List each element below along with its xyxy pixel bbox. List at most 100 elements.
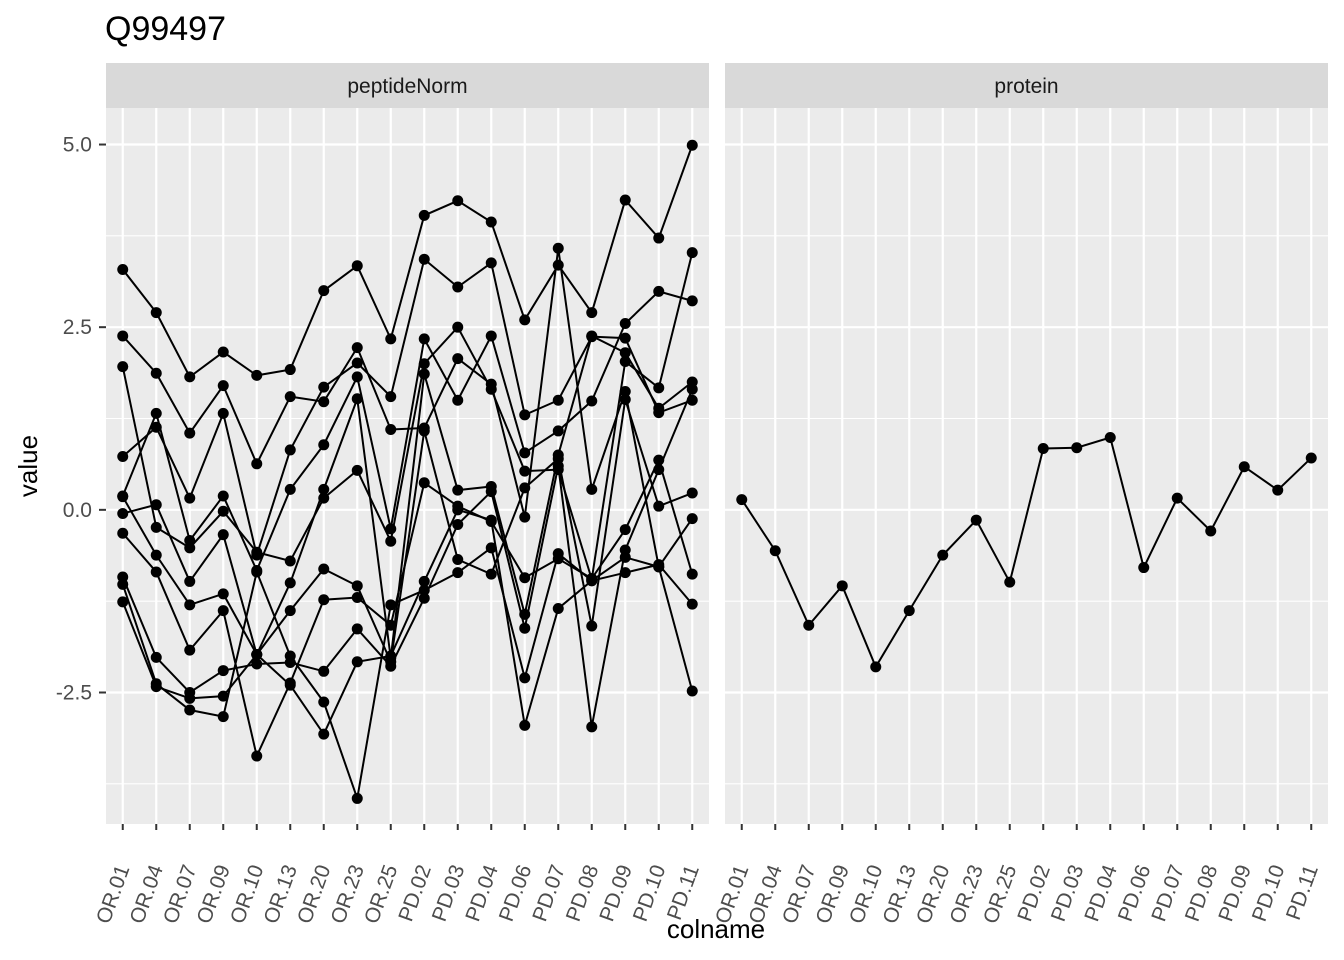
data-point xyxy=(519,465,531,477)
data-point xyxy=(686,383,698,395)
data-point xyxy=(351,580,363,592)
data-point xyxy=(552,602,564,614)
data-point xyxy=(552,548,564,560)
series-line-8 xyxy=(121,457,694,760)
data-point xyxy=(150,521,162,533)
data-point xyxy=(217,711,229,723)
y-axis: -2.5 0.0 2.5 5.0 xyxy=(56,134,106,704)
series-line-5 xyxy=(121,252,694,580)
data-point xyxy=(686,394,698,406)
data-point xyxy=(452,504,464,516)
data-point xyxy=(184,704,196,716)
data-point xyxy=(686,513,698,525)
data-point xyxy=(519,511,531,523)
data-point xyxy=(686,139,698,151)
data-point xyxy=(351,623,363,635)
data-point xyxy=(452,394,464,406)
data-point xyxy=(150,407,162,419)
data-point xyxy=(150,681,162,693)
data-point xyxy=(1138,562,1150,574)
data-point xyxy=(485,383,497,395)
data-point xyxy=(686,598,698,610)
data-point xyxy=(351,393,363,405)
data-point xyxy=(653,232,665,244)
data-point xyxy=(552,259,564,271)
data-point xyxy=(184,371,196,383)
data-point xyxy=(653,285,665,297)
data-point xyxy=(318,439,330,451)
data-point xyxy=(552,425,564,437)
data-point xyxy=(653,464,665,476)
data-point xyxy=(251,458,263,470)
data-point xyxy=(351,260,363,272)
data-point xyxy=(117,263,129,275)
gridlines-protein xyxy=(725,108,1328,824)
data-point xyxy=(485,542,497,554)
data-point xyxy=(519,719,531,731)
series-line-11 xyxy=(121,508,694,737)
data-point xyxy=(351,792,363,804)
data-point xyxy=(117,527,129,539)
data-point xyxy=(653,561,665,573)
data-point xyxy=(1205,525,1217,537)
data-point xyxy=(1071,442,1083,454)
data-point xyxy=(251,546,263,558)
data-point xyxy=(184,692,196,704)
data-point xyxy=(217,605,229,617)
data-point xyxy=(452,321,464,333)
data-point xyxy=(452,195,464,207)
data-point xyxy=(586,330,598,342)
series-line-3 xyxy=(122,257,693,559)
data-point xyxy=(251,648,263,660)
data-point xyxy=(385,650,397,662)
data-point xyxy=(418,477,430,489)
data-point xyxy=(769,545,781,557)
data-point xyxy=(184,492,196,504)
strip-peptideNorm xyxy=(106,63,709,108)
data-point xyxy=(418,333,430,345)
series-points-peptideNorm xyxy=(117,139,698,804)
data-point xyxy=(217,690,229,702)
data-point xyxy=(318,396,330,408)
data-point xyxy=(351,342,363,354)
data-point xyxy=(284,605,296,617)
data-point xyxy=(150,307,162,319)
data-point xyxy=(1238,461,1250,473)
data-point xyxy=(619,347,631,359)
data-point xyxy=(653,402,665,414)
data-point xyxy=(318,381,330,393)
data-point xyxy=(150,367,162,379)
data-point xyxy=(1037,442,1049,454)
data-point xyxy=(736,494,748,506)
data-point xyxy=(619,551,631,563)
data-point xyxy=(870,661,882,673)
data-point xyxy=(351,656,363,668)
data-point xyxy=(485,486,497,498)
data-point xyxy=(351,464,363,476)
data-point xyxy=(1004,576,1016,588)
data-point xyxy=(452,353,464,365)
data-point xyxy=(284,555,296,567)
data-point xyxy=(117,578,129,590)
data-point xyxy=(970,514,982,526)
data-point xyxy=(803,619,815,631)
data-point xyxy=(318,563,330,575)
data-point xyxy=(619,194,631,206)
data-point xyxy=(117,507,129,519)
data-point xyxy=(686,247,698,259)
chart-title: Q99497 xyxy=(105,10,226,48)
data-point xyxy=(586,483,598,495)
data-point xyxy=(351,357,363,369)
data-point xyxy=(519,672,531,684)
data-point xyxy=(284,483,296,495)
data-point xyxy=(586,307,598,319)
data-point xyxy=(385,535,397,547)
data-point xyxy=(1171,492,1183,504)
data-point xyxy=(418,209,430,221)
data-point xyxy=(418,425,430,437)
data-point xyxy=(217,588,229,600)
data-point xyxy=(318,483,330,495)
data-point xyxy=(117,330,129,342)
y-tick-label: 0.0 xyxy=(63,499,92,522)
